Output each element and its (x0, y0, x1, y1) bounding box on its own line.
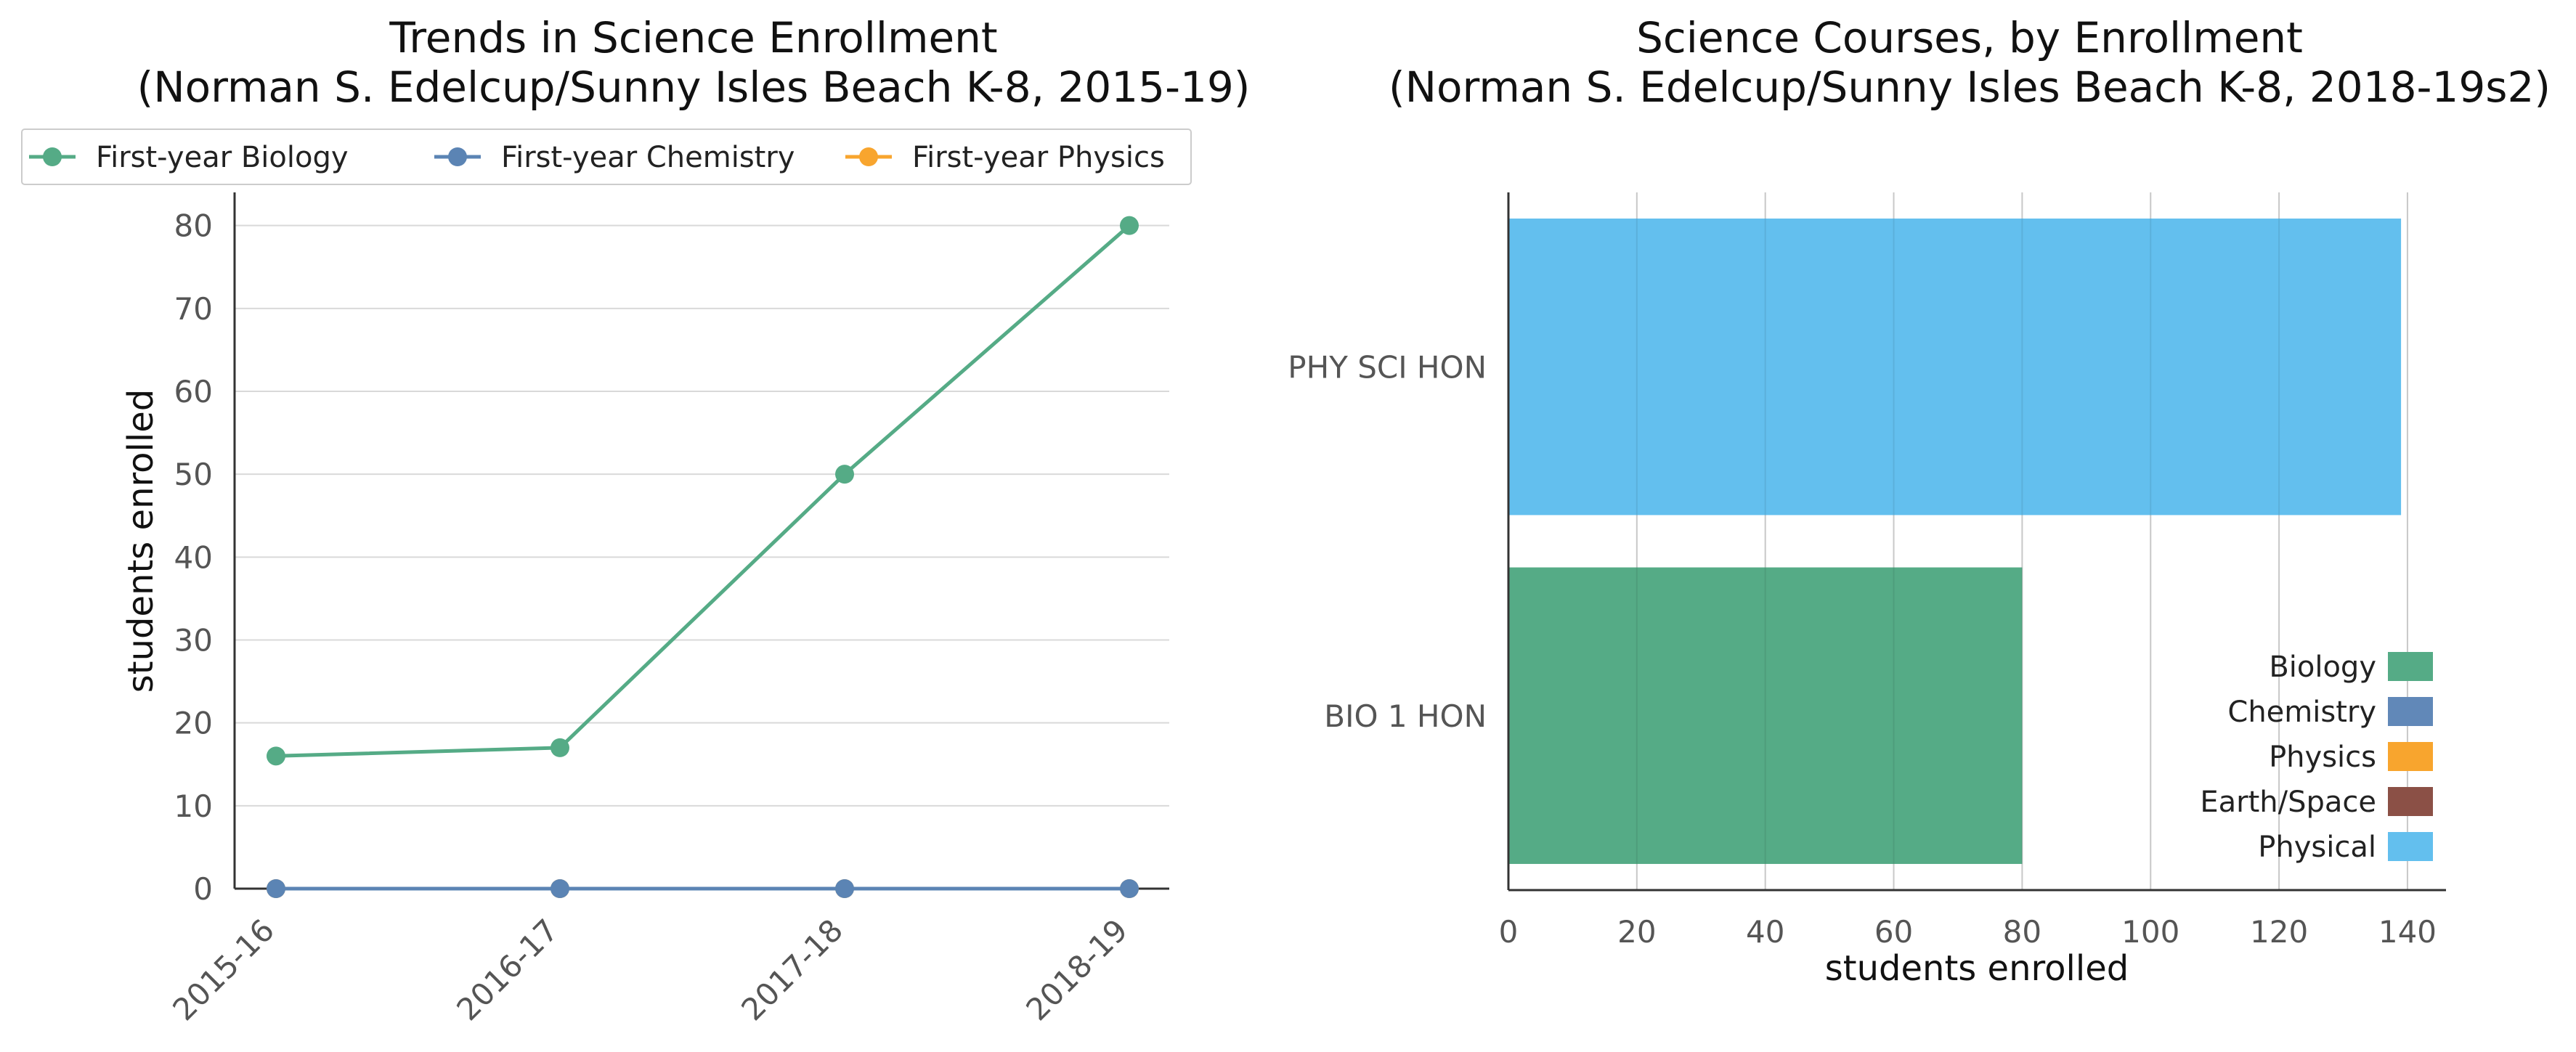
x-tick-label: 0 (1499, 914, 1519, 950)
line-chart-legend: First-year Biology First-year Chemistry Fi… (21, 129, 1192, 185)
x-tick-label: 60 (1874, 914, 1913, 950)
legend-swatch (2388, 697, 2433, 726)
x-tick-label: 140 (2378, 914, 2437, 950)
bar (1508, 219, 2402, 515)
legend-marker (43, 147, 62, 166)
legend-label: Chemistry (2227, 696, 2376, 729)
legend-swatch (2388, 832, 2433, 861)
series-line-0 (275, 224, 1131, 758)
category-label: PHY SCI HON (1288, 349, 1487, 385)
line-chart-y-axis-label: students enrolled (121, 389, 161, 693)
bar-chart-subtitle: (Norman S. Edelcup/Sunny Isles Beach K-8… (1389, 62, 2551, 112)
series-point (550, 879, 569, 898)
bar-chart-bars (1508, 192, 2408, 890)
bar-chart-x-axis-label: students enrolled (1825, 948, 2129, 989)
series-point (1120, 879, 1139, 898)
series-point (1120, 216, 1139, 235)
y-tick-label: 10 (174, 788, 213, 824)
legend-label: Physics (2269, 741, 2376, 774)
line-chart-y-ticks: 0 10 20 30 40 50 60 70 80 (174, 208, 213, 907)
legend-frame (21, 129, 1192, 185)
bar-chart: Science Courses, by Enrollment (Norman S… (1288, 13, 2551, 989)
series-point (267, 746, 285, 766)
series-point (835, 465, 854, 484)
bar-chart-title: Science Courses, by Enrollment (1636, 13, 2303, 62)
line-chart-series (267, 216, 1139, 898)
y-tick-label: 50 (174, 457, 213, 492)
legend-marker (859, 147, 878, 166)
legend-label: First-year Biology (96, 141, 349, 174)
legend-label: First-year Physics (912, 141, 1165, 174)
x-tick-label: 120 (2250, 914, 2308, 950)
y-tick-label: 20 (174, 706, 213, 741)
series-point (835, 879, 854, 898)
line-chart-grid (235, 224, 1169, 807)
bar-chart-category-labels: PHY SCI HON BIO 1 HON (1288, 349, 1487, 734)
series-point (550, 738, 569, 757)
legend-swatch (2388, 652, 2433, 681)
y-tick-label: 40 (174, 539, 213, 575)
legend-swatch (2388, 787, 2433, 816)
x-tick-label: 20 (1617, 914, 1656, 950)
bar-chart-legend: Biology Chemistry Physics Earth/Space Physic… (2200, 651, 2433, 864)
bar-chart-x-ticks: 0 20 40 60 80 100 120 140 (1499, 914, 2437, 950)
legend-label: Biology (2269, 651, 2376, 684)
legend-marker (448, 147, 467, 166)
x-tick-label: 40 (1746, 914, 1784, 950)
category-label: BIO 1 HON (1324, 698, 1487, 734)
bar (1508, 567, 2023, 864)
legend-label: Earth/Space (2200, 786, 2376, 819)
legend-label: Physical (2258, 831, 2376, 864)
line-chart-title: Trends in Science Enrollment (389, 13, 997, 62)
y-tick-label: 70 (174, 291, 213, 327)
x-tick-label: 80 (2003, 914, 2041, 950)
legend-label: First-year Chemistry (501, 141, 795, 174)
y-tick-label: 60 (174, 374, 213, 409)
series-point (267, 879, 285, 898)
x-tick-label: 100 (2121, 914, 2179, 950)
line-chart-subtitle: (Norman S. Edelcup/Sunny Isles Beach K-8… (137, 62, 1251, 112)
y-tick-label: 80 (174, 208, 213, 244)
legend-swatch (2388, 742, 2433, 771)
y-tick-label: 30 (174, 623, 213, 658)
y-tick-label: 0 (193, 871, 213, 907)
